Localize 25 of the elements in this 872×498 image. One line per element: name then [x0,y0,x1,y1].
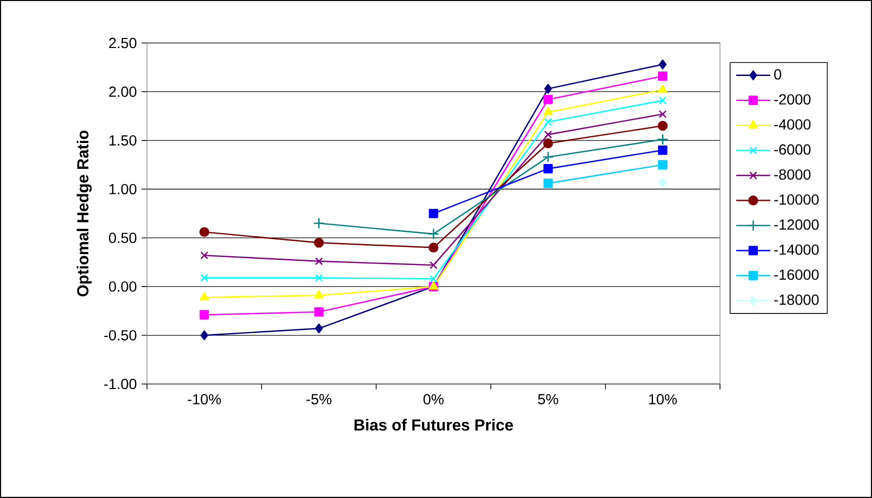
x-tick-label: 5% [538,394,558,404]
legend-label: -12000 [774,219,819,230]
y-tick-label: 1.00 [110,184,136,194]
x-tick-label: 10% [649,394,677,404]
y-tick-label: 1.50 [110,135,136,146]
y-tick-label: 0.00 [108,281,136,292]
legend-label: -10000 [774,194,819,205]
y-tick-label: -1.00 [104,378,136,390]
legend-label: -8000 [774,169,811,180]
legend-label: -16000 [774,269,819,280]
legend-label: -2000 [774,94,811,105]
legend-label: -6000 [774,144,811,155]
y-axis-title: Optiomal Hedge Ratio [76,130,92,296]
legend-label: 0 [774,69,782,80]
y-tick-label: -0.50 [104,330,136,340]
legend-label: -14000 [774,244,819,255]
y-tick-label: 0.50 [108,232,136,244]
y-tick-label: 2.50 [109,38,136,48]
x-tick-label: -5% [306,394,332,404]
y-tick-label: 2.00 [109,86,136,97]
x-axis-title: Bias of Futures Price [354,418,513,431]
x-tick-label: -10% [188,394,221,404]
x-tick-label: 0% [423,394,444,404]
legend-label: -18000 [774,294,819,305]
legend-label: -4000 [774,119,811,130]
